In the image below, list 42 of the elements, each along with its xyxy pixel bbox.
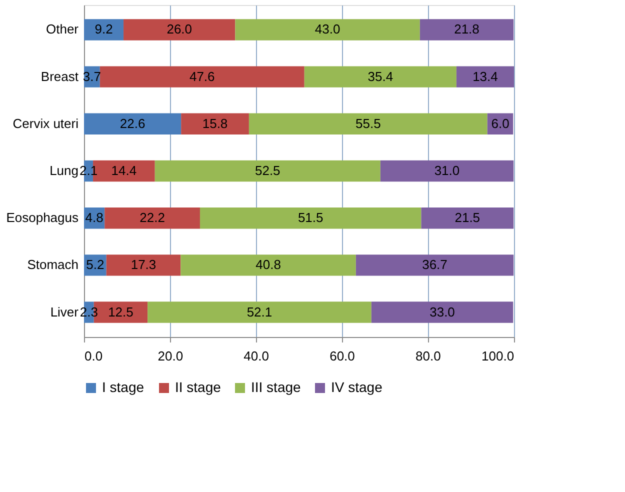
y-tick-label: Other (46, 22, 80, 37)
x-tick-label: 80.0 (416, 348, 441, 364)
legend-label: II stage (175, 379, 222, 395)
x-tick-label: 0.0 (84, 348, 103, 364)
x-tick-label: 100.0 (482, 348, 514, 364)
y-tick-label: Lung (50, 163, 78, 178)
data-label: 21.5 (454, 210, 480, 226)
data-label: 9.2 (94, 22, 113, 37)
y-tick-label: Cervix uteri (12, 116, 79, 131)
data-label: 47.6 (189, 68, 215, 84)
data-label: 26.0 (166, 22, 192, 37)
data-label: 14.4 (111, 163, 137, 178)
data-label: 51.5 (298, 210, 324, 226)
legend-label: I stage (102, 379, 144, 395)
data-label: 13.4 (472, 68, 498, 84)
data-label: 52.1 (246, 304, 272, 320)
data-label: 4.8 (85, 210, 104, 226)
x-tick-label: 20.0 (158, 348, 184, 364)
data-label: 40.8 (256, 257, 281, 272)
data-label: 22.6 (120, 116, 146, 131)
x-tick-label: 60.0 (330, 348, 355, 364)
data-label: 43.0 (314, 22, 340, 37)
data-label: 31.0 (434, 163, 460, 178)
data-label: 36.7 (422, 257, 448, 272)
y-tick-label: Stomach (27, 257, 78, 272)
data-label: 6.0 (491, 116, 510, 131)
data-label: 22.2 (140, 210, 165, 226)
data-label: 21.8 (454, 22, 480, 37)
y-tick-label: Eosophagus (6, 210, 79, 226)
data-label: 17.3 (130, 257, 156, 272)
data-label: 55.5 (356, 116, 381, 131)
data-label: 35.4 (368, 68, 394, 84)
y-tick-label: Liver (50, 304, 80, 320)
data-label: 12.5 (108, 304, 134, 320)
data-label: 33.0 (430, 304, 455, 320)
y-tick-label: Breast (40, 68, 79, 84)
data-label: 15.8 (202, 116, 228, 131)
x-tick-label: 40.0 (244, 348, 269, 364)
legend-label: III stage (251, 379, 302, 395)
data-label: 5.2 (86, 257, 104, 272)
legend-label: IV stage (331, 379, 383, 395)
data-label: 52.5 (254, 163, 280, 178)
